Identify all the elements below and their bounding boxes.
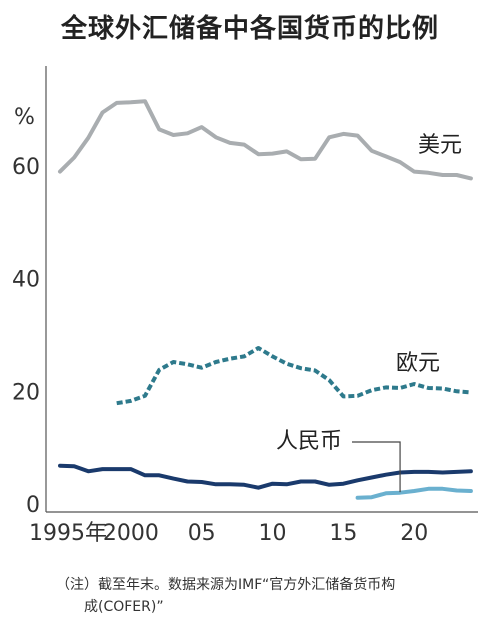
series-line-0 <box>58 99 473 181</box>
x-tick-label: 05 <box>188 521 216 546</box>
series-label: 美元 <box>418 133 462 158</box>
y-tick-label: 0 <box>26 493 40 518</box>
series-line-2 <box>58 463 473 490</box>
rmb-leader-line <box>352 441 401 493</box>
series-label: 人民币 <box>276 429 342 454</box>
y-tick-label: 20 <box>12 380 40 405</box>
x-tick-label: 10 <box>259 521 287 546</box>
x-tick-label: 15 <box>329 521 357 546</box>
x-tick-label: 20 <box>400 521 428 546</box>
chart-title: 全球外汇储备中各国货币的比例 <box>60 14 439 44</box>
y-tick-label: 60 <box>12 155 40 180</box>
note-line-2: 成(COFER)” <box>84 599 164 615</box>
x-tick-label: 2000 <box>103 521 159 546</box>
note-line-1: （注）截至年末。数据来源为IMF“官方外汇储备货币构 <box>56 577 396 593</box>
chart-note: （注）截至年末。数据来源为IMF“官方外汇储备货币构 成(COFER)” <box>56 574 486 618</box>
y-tick-label: 40 <box>12 268 40 293</box>
series-line-1 <box>116 346 472 406</box>
series-label: 欧元 <box>396 351 440 376</box>
x-tick-label: 1995年 <box>29 521 107 546</box>
y-axis-unit: % <box>14 105 35 130</box>
series-line-3 <box>355 486 473 500</box>
